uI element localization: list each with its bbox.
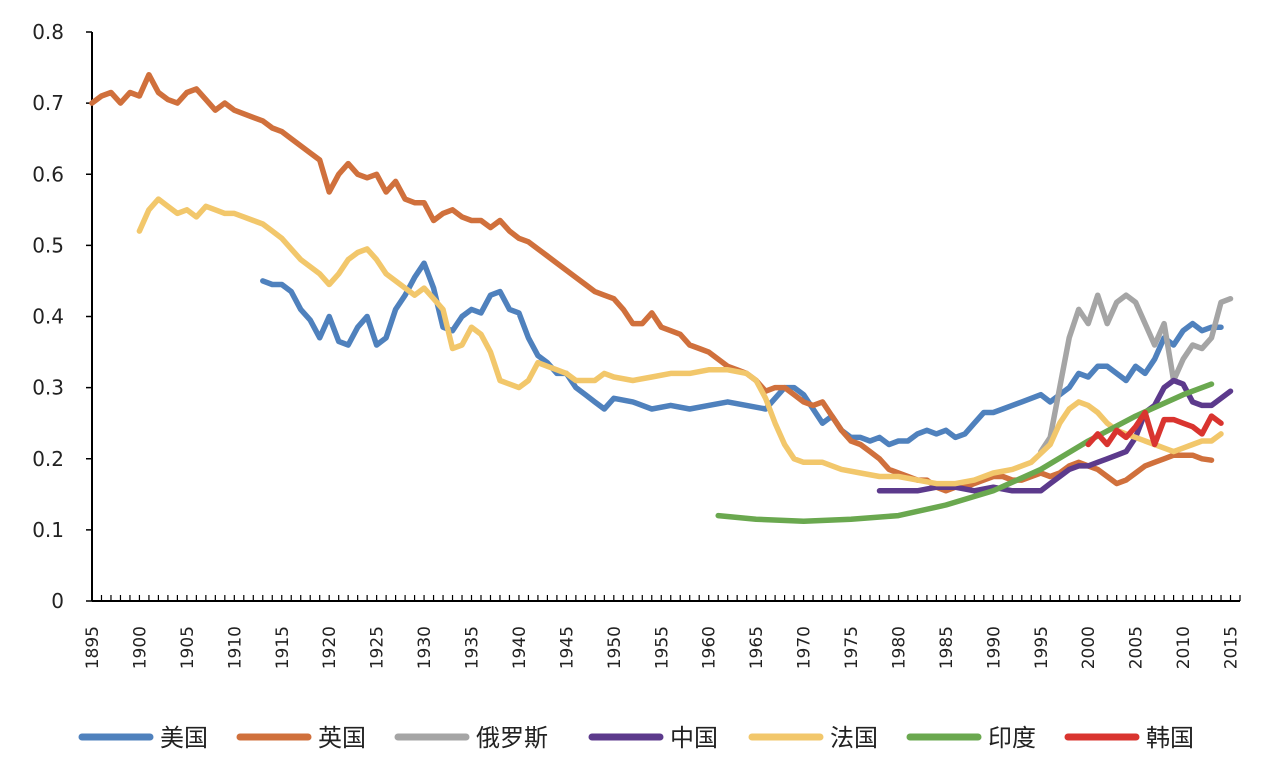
x-tick-label: 1895 xyxy=(83,626,103,669)
legend-label: 英国 xyxy=(318,724,366,752)
y-tick-label: 0.7 xyxy=(32,91,64,115)
x-tick-label: 1955 xyxy=(652,626,672,669)
legend: 美国 英国 俄罗斯 中国 法国 印度 韩国 xyxy=(78,724,1194,752)
x-tick-label: 1905 xyxy=(178,626,198,669)
x-tick-label: 1935 xyxy=(463,626,483,669)
legend-label: 韩国 xyxy=(1146,724,1194,752)
x-tick-label: 1915 xyxy=(273,626,293,669)
x-tick-label: 2005 xyxy=(1127,626,1147,669)
x-tick-label: 2015 xyxy=(1222,626,1242,669)
series-line-5 xyxy=(136,196,1224,487)
x-tick-label: 1900 xyxy=(130,626,150,669)
x-tick-label: 1990 xyxy=(984,626,1004,669)
legend-label: 印度 xyxy=(988,724,1036,752)
x-tick-label: 1985 xyxy=(937,626,957,669)
x-tick-label: 1965 xyxy=(747,626,767,669)
x-tick-label: 1950 xyxy=(605,626,625,669)
y-axis: 0 0.1 0.2 0.3 0.4 0.5 0.6 0.7 0.8 xyxy=(32,20,93,613)
y-tick-label: 0 xyxy=(51,589,64,613)
legend-label: 俄罗斯 xyxy=(476,724,548,752)
y-tick-label: 0.5 xyxy=(32,233,64,257)
x-tick-label: 1960 xyxy=(700,626,720,669)
y-tick-label: 0.2 xyxy=(32,447,64,471)
x-tick-label: 1975 xyxy=(842,626,862,669)
x-tick-label: 1920 xyxy=(320,626,340,669)
x-tick-label: 1940 xyxy=(510,626,530,669)
x-tick-label: 1995 xyxy=(1032,626,1052,669)
y-tick-label: 0.8 xyxy=(32,20,64,44)
series-line-3 xyxy=(1038,292,1234,455)
x-tick-label: 1980 xyxy=(889,626,909,669)
x-tick-label: 1945 xyxy=(557,626,577,669)
series-line-4 xyxy=(876,377,1234,494)
x-tick-label: 1925 xyxy=(368,626,388,669)
x-tick-label: 1910 xyxy=(225,626,245,669)
series-line-2 xyxy=(89,71,1215,494)
y-tick-label: 0.6 xyxy=(32,162,64,186)
legend-label: 美国 xyxy=(160,724,208,752)
series-lines xyxy=(89,71,1234,525)
legend-label: 法国 xyxy=(830,724,878,752)
x-tick-label: 1970 xyxy=(795,626,815,669)
y-tick-label: 0.3 xyxy=(32,376,64,400)
series-line-7 xyxy=(1085,409,1224,448)
y-tick-label: 0.4 xyxy=(32,305,64,329)
x-axis: 1895 1900 1905 1910 1915 1920 1925 1930 1935 1940… xyxy=(83,595,1242,669)
y-tick-label: 0.1 xyxy=(32,518,64,542)
x-tick-label: 2000 xyxy=(1079,626,1099,669)
x-tick-label: 2010 xyxy=(1174,626,1194,669)
legend-label: 中国 xyxy=(670,724,718,752)
x-tick-label: 1930 xyxy=(415,626,435,669)
